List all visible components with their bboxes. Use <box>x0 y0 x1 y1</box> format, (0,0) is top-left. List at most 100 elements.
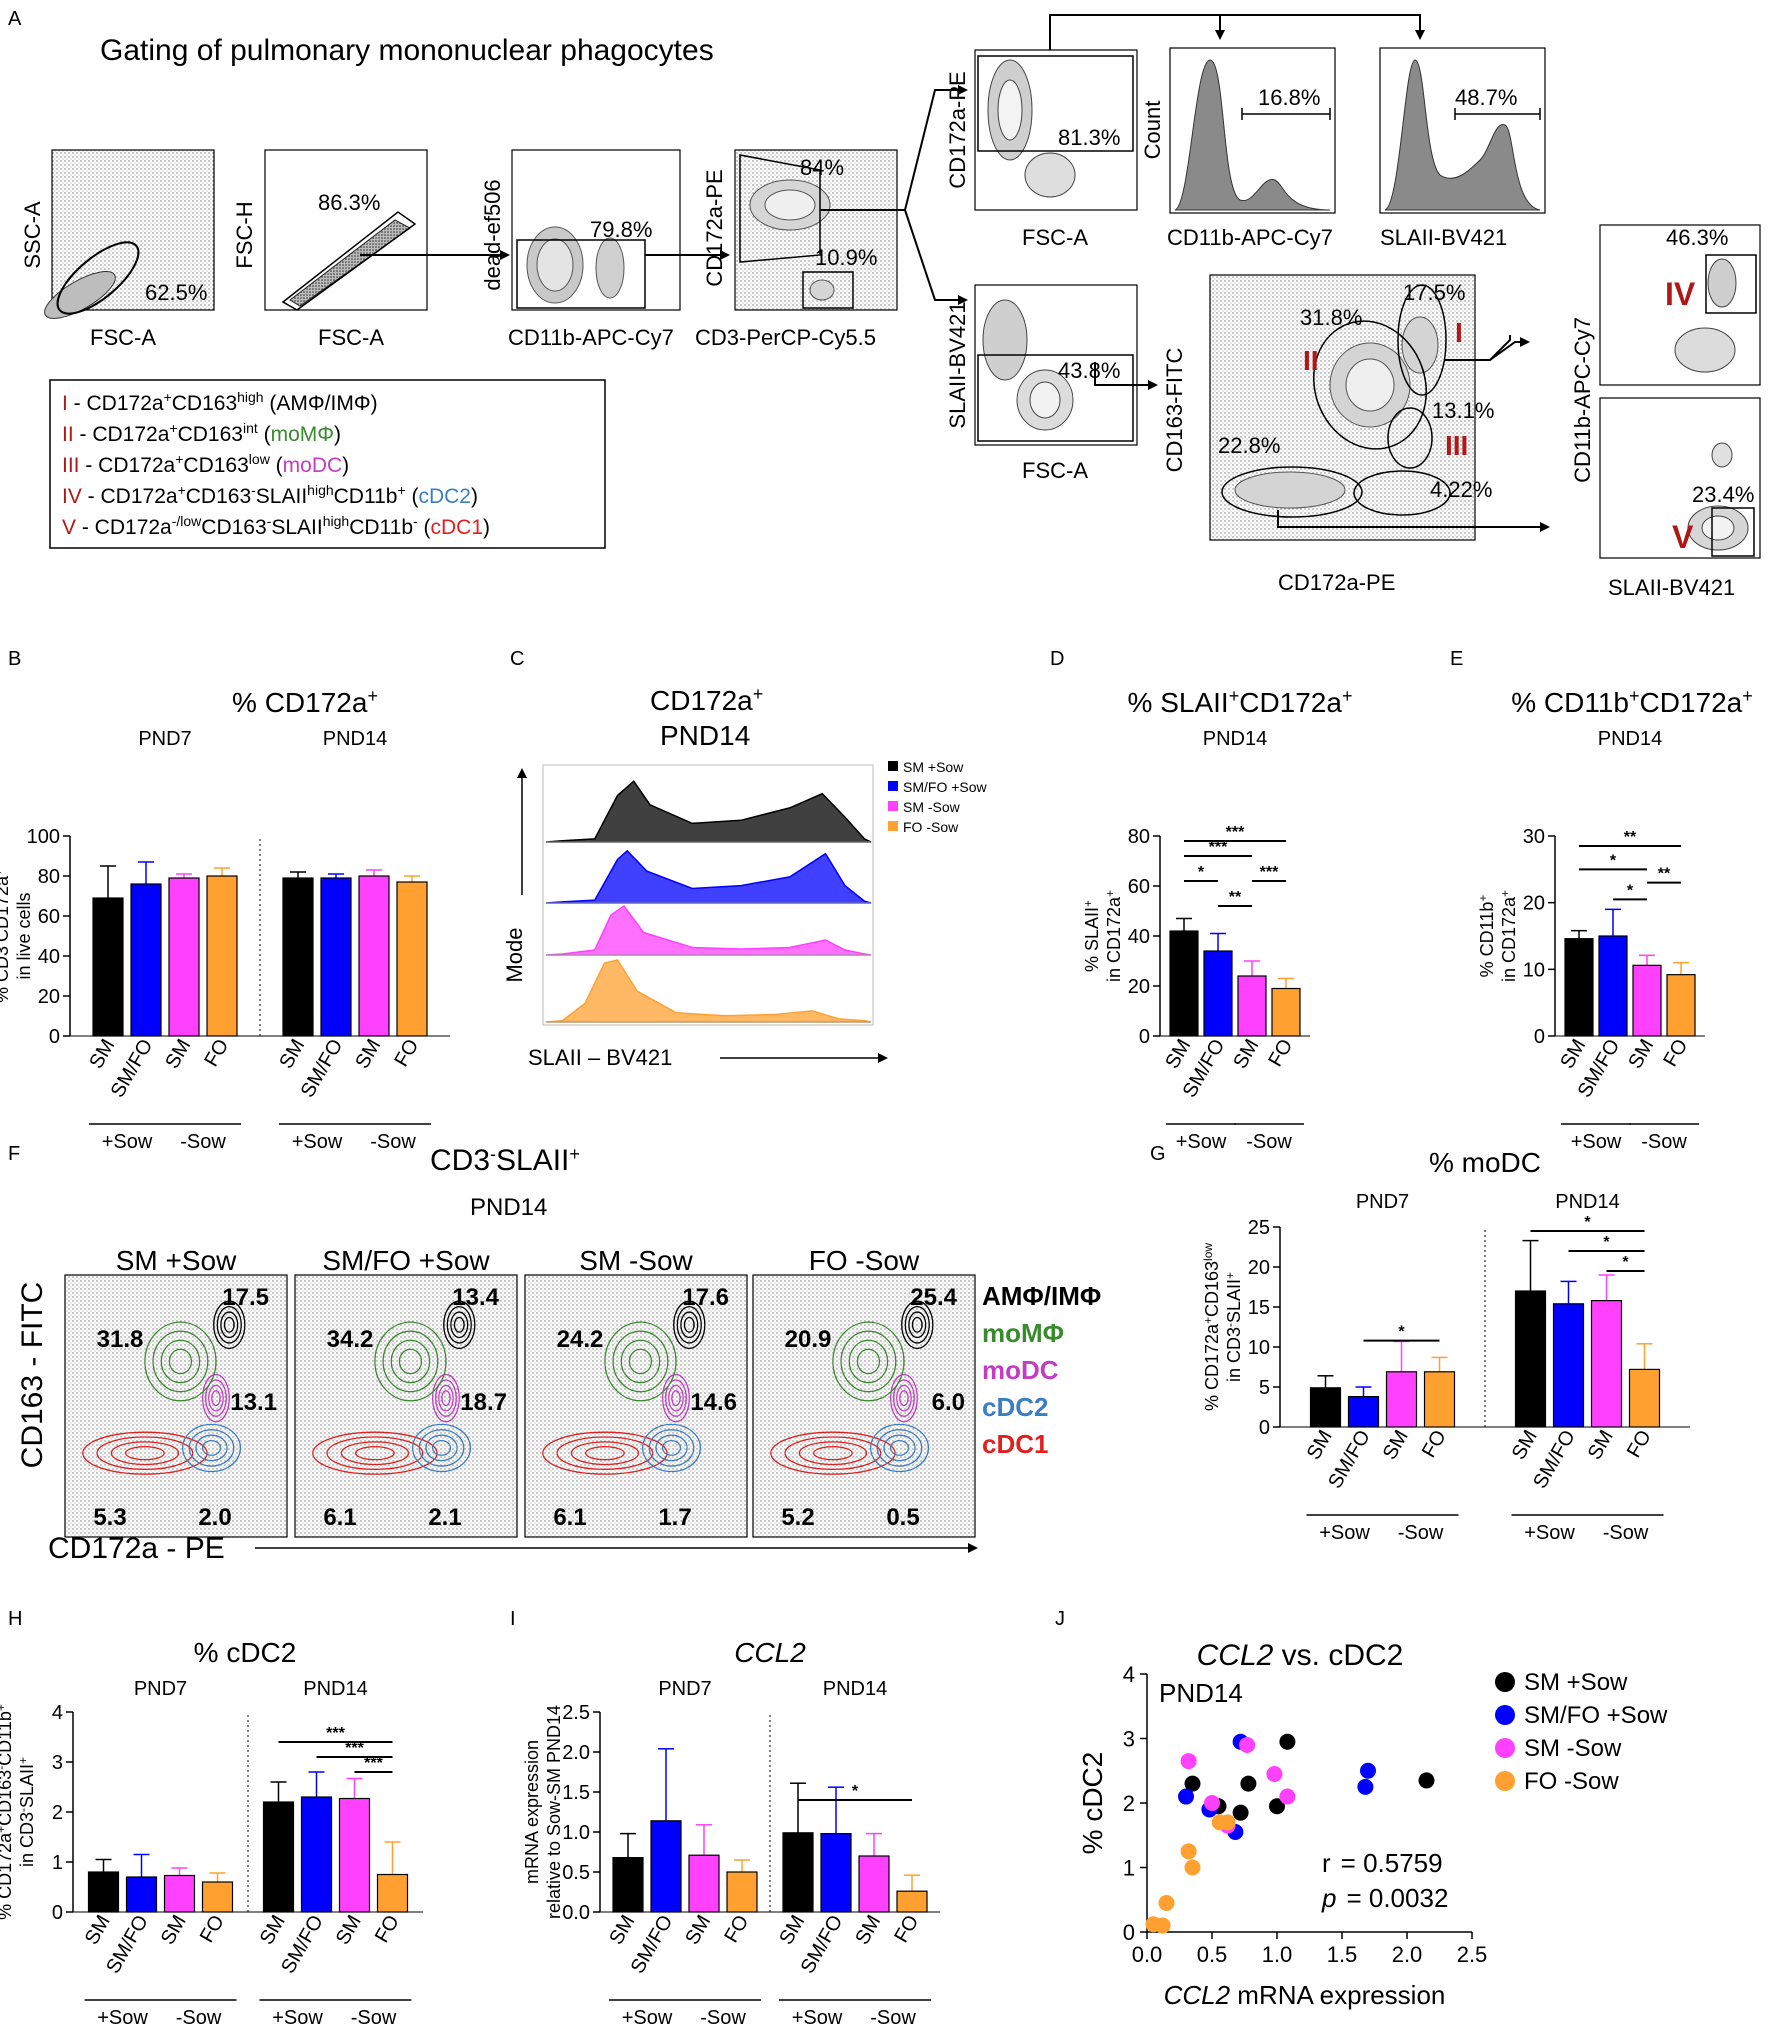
gate-polygon <box>739 154 821 263</box>
sow-label: +Sow <box>1319 1522 1370 1544</box>
scatter-point <box>1204 1795 1220 1811</box>
title-text: vs. cDC2 <box>1273 1639 1403 1672</box>
scatter-point <box>1178 1788 1194 1805</box>
population-name: ) <box>483 516 490 539</box>
scatter-point <box>1418 1772 1435 1789</box>
scatter-point <box>1158 1894 1175 1911</box>
bar <box>358 875 390 1037</box>
y-tick-label: 0 <box>1123 1920 1135 1945</box>
chart-title: % CD11b+CD172a+ <box>1511 686 1753 718</box>
y-label-text: % CD172a <box>0 1832 15 1920</box>
y-tick-label: 2.5 <box>562 1702 590 1724</box>
contour-ring <box>213 1300 246 1350</box>
bar <box>726 1871 758 1913</box>
arrowhead <box>500 250 510 260</box>
contour-cluster <box>536 238 574 292</box>
contour-ring <box>453 1316 465 1333</box>
y-label-text: CD172a <box>0 875 12 942</box>
x-axis-label: FSC-A <box>1022 458 1088 483</box>
bar <box>1666 974 1696 1037</box>
legend-swatch <box>888 821 898 831</box>
sig-star: * <box>1584 1214 1591 1231</box>
gate-arrow <box>820 89 960 211</box>
sow-label: +Sow <box>792 2007 843 2029</box>
sow-label: -Sow <box>700 2007 746 2029</box>
y-tick-label: 2 <box>52 1802 63 1824</box>
plot-frame <box>524 1274 748 1538</box>
histogram-cd11b: 16.8% CD11b-APC-Cy7 Count <box>1140 47 1336 250</box>
x-tick-label: SM <box>851 1912 885 1949</box>
contour-ring <box>813 1446 853 1461</box>
x-tick-label: SM <box>1379 1427 1413 1464</box>
contour-ring <box>668 1384 684 1412</box>
arrowhead <box>1148 380 1158 390</box>
histogram-3 <box>545 959 872 1023</box>
legend-label: AMΦ/IMΦ <box>982 1281 1101 1311</box>
y-tick-label: 60 <box>38 906 60 928</box>
population-name: moDC <box>283 454 343 477</box>
period-label: PND7 <box>1356 1191 1409 1213</box>
period-label: PND14 <box>1203 728 1267 750</box>
panel-c-title: CD172a+ <box>650 684 763 716</box>
title-text: % cDC2 <box>194 1637 297 1668</box>
contour-ring <box>671 1390 681 1407</box>
population-name: ( <box>418 516 431 539</box>
arrowhead <box>958 85 968 95</box>
gate-ellipse <box>1353 470 1451 516</box>
bar <box>820 1832 852 1913</box>
legend-label: cDC2 <box>982 1392 1048 1422</box>
plot-frame <box>752 1274 976 1538</box>
legend-swatch <box>888 801 898 811</box>
bar <box>896 1890 928 1913</box>
y-label-text: % CD11b <box>1477 902 1497 978</box>
y-axis-label: in CD3-SLAII+ <box>1223 1272 1244 1382</box>
bar <box>376 1873 409 1913</box>
gate-rect <box>1711 507 1755 557</box>
marker-text: SLAII <box>256 485 307 508</box>
contour-cluster <box>809 279 835 301</box>
y-label-sup: + <box>0 869 5 876</box>
y-axis-label: in CD172a+ <box>1498 890 1519 982</box>
bar <box>87 1871 120 1913</box>
scatter-point <box>1357 1778 1374 1795</box>
gate-rect <box>516 239 646 309</box>
gate-rect <box>802 271 854 309</box>
x-tick-label: SM <box>1584 1427 1618 1464</box>
roman-numeral: I <box>62 392 68 415</box>
histogram-fill <box>1174 59 1331 211</box>
x-tick-label: SM <box>1624 1036 1658 1073</box>
contour-ring <box>195 1434 228 1462</box>
plot-frame <box>294 1274 518 1538</box>
sow-label: +Sow <box>292 1131 343 1153</box>
contour-plot-1: SM/FO +Sow 13.4 34.2 18.7 6.1 2.1 <box>294 1245 518 1538</box>
y-axis-label: % CD172a+CD163-CD11b+ <box>0 1704 15 1920</box>
superscript: + <box>175 451 183 467</box>
legend-label: SM/FO +Sow <box>903 779 988 795</box>
superscript: int <box>243 420 258 436</box>
sig-star: *** <box>1260 864 1279 881</box>
bar <box>300 1796 333 1913</box>
contour-ring <box>438 1384 454 1412</box>
contour-ring <box>125 1446 165 1461</box>
panel-label: D <box>1050 648 1064 670</box>
chart-title: % moDC <box>1429 1147 1541 1178</box>
y-label-text: CD163 <box>1202 1261 1222 1317</box>
contour-ring <box>870 1423 930 1473</box>
bar <box>1309 1387 1342 1428</box>
contour-ring <box>418 1429 465 1467</box>
bar <box>1271 987 1301 1037</box>
y-axis-label: mRNA expression <box>522 1740 542 1884</box>
pct-momp: 31.8 <box>97 1326 144 1353</box>
arrowhead <box>1540 522 1550 532</box>
contour-cluster <box>1711 442 1733 468</box>
gate-percentage: 13.1% <box>1432 398 1494 423</box>
chart-title: CCL2 <box>734 1637 806 1668</box>
roman-numeral: IV <box>62 485 82 508</box>
y-label-sup: + <box>1201 1317 1215 1324</box>
contour-cluster <box>1234 471 1346 509</box>
x-tick-label: SM <box>1303 1427 1337 1464</box>
marker-text: CD11b <box>334 485 398 508</box>
bar <box>1552 1303 1585 1428</box>
